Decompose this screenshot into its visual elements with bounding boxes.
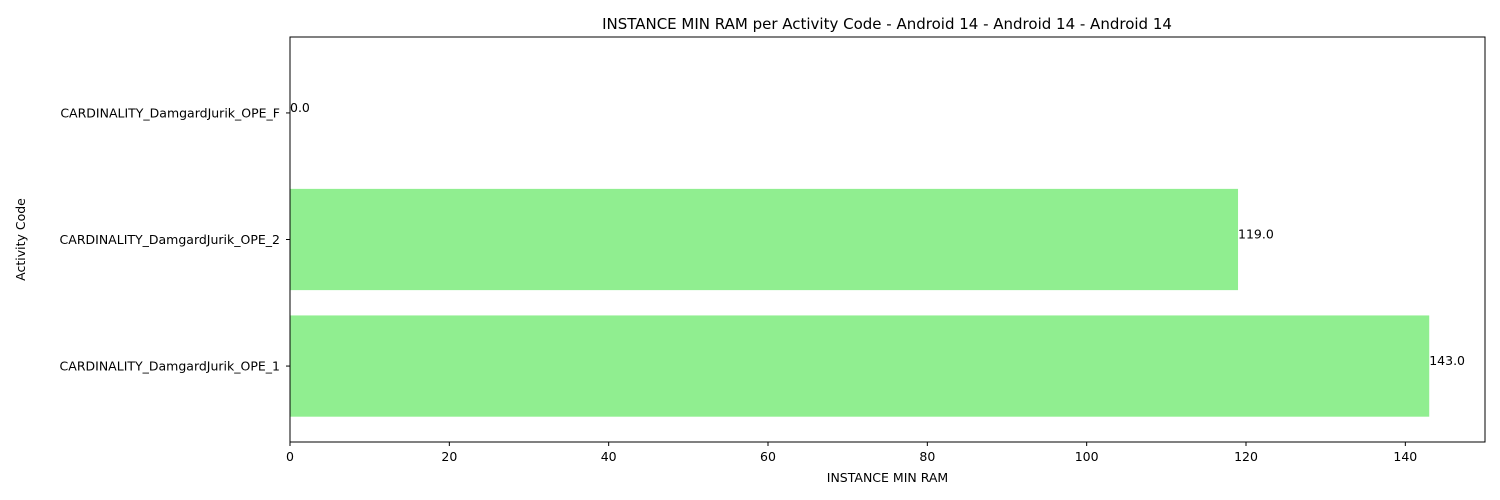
bar-1 (290, 315, 1430, 417)
y-tick-label: CARDINALITY_DamgardJurik_OPE_2 (60, 232, 280, 247)
data-label: 0.0 (290, 100, 310, 115)
bar-2 (290, 188, 1239, 291)
chart-title: INSTANCE MIN RAM per Activity Code - And… (602, 15, 1172, 33)
bars-group (290, 188, 1430, 417)
y-tick-label: CARDINALITY_DamgardJurik_OPE_1 (60, 359, 280, 374)
data-label: 143.0 (1429, 353, 1465, 368)
x-axis-ticks: 0 20 40 60 80 100 120 140 (286, 442, 1417, 464)
x-tick-label: 100 (1075, 449, 1099, 464)
x-tick-label: 120 (1234, 449, 1258, 464)
data-labels-group: 143.0 119.0 0.0 (290, 100, 1465, 368)
x-axis-label: INSTANCE MIN RAM (827, 470, 948, 485)
x-tick-label: 20 (441, 449, 457, 464)
x-tick-label: 80 (919, 449, 935, 464)
x-tick-label: 40 (601, 449, 617, 464)
x-tick-label: 140 (1393, 449, 1417, 464)
data-label: 119.0 (1238, 227, 1274, 242)
y-axis-label: Activity Code (13, 198, 28, 281)
x-tick-label: 0 (286, 449, 294, 464)
y-tick-label: CARDINALITY_DamgardJurik_OPE_F (60, 105, 280, 120)
y-axis-ticks: CARDINALITY_DamgardJurik_OPE_1 CARDINALIT… (60, 105, 290, 374)
x-tick-label: 60 (760, 449, 776, 464)
plot-frame (289, 36, 1486, 443)
